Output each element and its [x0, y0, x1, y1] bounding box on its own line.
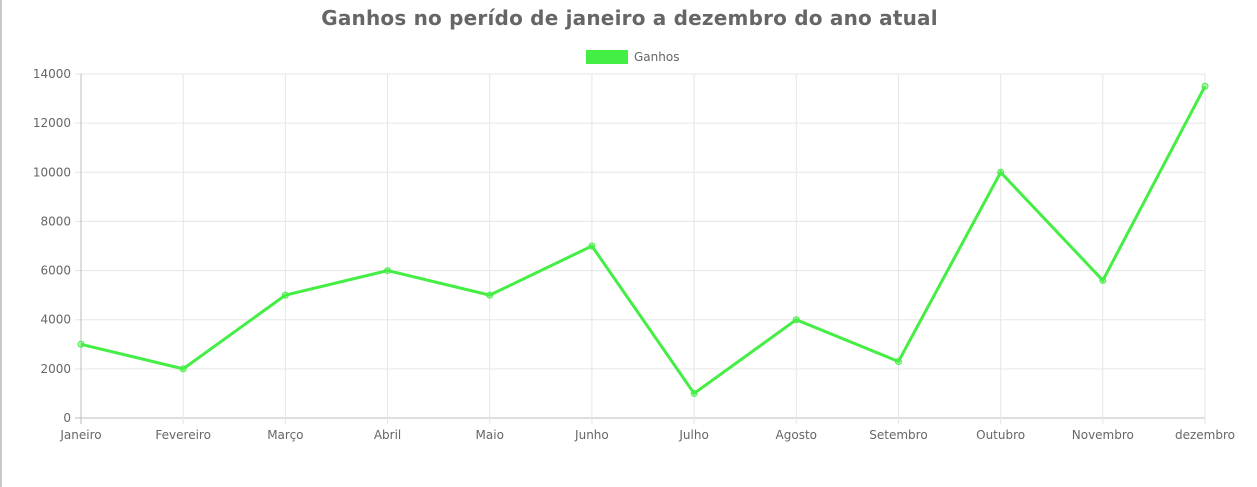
y-tick-label: 6000 [40, 264, 71, 278]
data-point [384, 267, 392, 275]
y-tick-label: 0 [63, 411, 71, 425]
x-tick-label: Janeiro [59, 428, 101, 442]
data-point [486, 291, 494, 299]
x-tick-label: Abril [374, 428, 401, 442]
y-tick-label: 12000 [33, 116, 71, 130]
legend[interactable]: Ganhos [586, 50, 679, 64]
x-tick-label: Agosto [776, 428, 817, 442]
legend-swatch [586, 50, 628, 64]
data-point [690, 389, 698, 397]
data-point [1201, 82, 1209, 90]
series-line [80, 85, 1207, 396]
data-point [77, 340, 85, 348]
x-tick-label: Fevereiro [155, 428, 211, 442]
data-point [997, 168, 1005, 176]
data-point [1099, 276, 1107, 284]
data-point [792, 316, 800, 324]
x-tick-label: Julho [678, 428, 708, 442]
chart-title: Ganhos no perído de janeiro a dezembro d… [321, 6, 938, 30]
y-tick-label: 14000 [33, 67, 71, 81]
x-tick-label: Setembro [869, 428, 927, 442]
y-tick-label: 8000 [40, 214, 71, 228]
y-tick-label: 10000 [33, 165, 71, 179]
x-tick-label: Junho [574, 428, 609, 442]
x-tick-label: dezembro [1175, 428, 1235, 442]
x-tick-label: Março [267, 428, 303, 442]
legend-label: Ganhos [634, 50, 680, 64]
y-tick-label: 4000 [40, 313, 71, 327]
x-tick-label: Maio [476, 428, 504, 442]
data-point [179, 365, 187, 373]
x-tick-label: Outubro [976, 428, 1025, 442]
x-tick-label: Novembro [1072, 428, 1134, 442]
data-point [281, 291, 289, 299]
y-tick-label: 2000 [40, 362, 71, 376]
data-point [894, 357, 902, 365]
data-point [588, 242, 596, 250]
